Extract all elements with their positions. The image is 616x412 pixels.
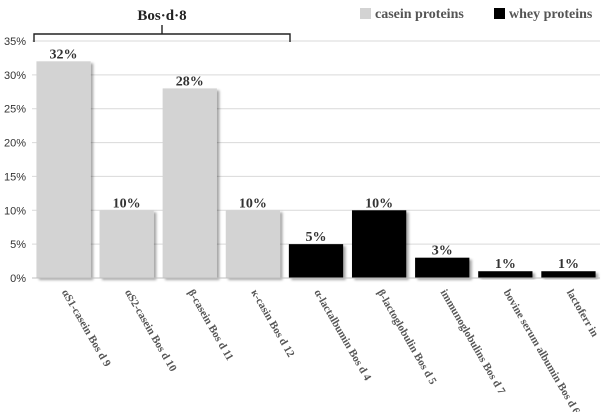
- category-label: αS2-casein Bos d 10: [122, 288, 179, 375]
- data-label: 28%: [176, 74, 204, 89]
- x-axis-category-labels: αS1-casein Bos d 9 αS2-casein Bos d 10 β-c…: [59, 288, 601, 412]
- category-label: αS1-casein Bos d 9: [59, 288, 113, 370]
- legend-label-casein: casein proteins: [375, 7, 464, 22]
- bar: [225, 210, 281, 278]
- y-axis-ticks: 0% 5% 10% 15% 20% 25% 30% 35%: [4, 36, 26, 285]
- bar: [288, 244, 344, 278]
- bars: [36, 61, 596, 279]
- legend-label-whey: whey proteins: [509, 7, 593, 22]
- legend: casein proteins whey proteins: [360, 7, 593, 22]
- bar: [351, 210, 407, 278]
- legend-swatch-casein: [360, 8, 371, 19]
- data-label: 10%: [239, 196, 267, 211]
- category-label: κ-casin Bos d 12: [248, 288, 297, 360]
- category-label: β-lactoglobulin Bos d 5: [375, 288, 439, 388]
- y-tick-label: 30%: [4, 70, 26, 82]
- category-label: bovine serum albumin Bos d 6: [501, 288, 583, 412]
- legend-item-casein: casein proteins: [360, 7, 464, 22]
- data-label: 10%: [365, 196, 393, 211]
- bar: [415, 257, 470, 278]
- casein-bracket: Bos·d·8: [33, 8, 291, 42]
- category-label: β-casein Bos d 11: [185, 288, 235, 363]
- y-tick-label: 25%: [4, 104, 26, 116]
- bar: [36, 61, 91, 278]
- data-label: 1%: [558, 257, 579, 272]
- y-tick-label: 35%: [4, 36, 26, 48]
- category-label: lactoferr in: [564, 288, 601, 340]
- bar: [541, 271, 596, 278]
- bar: [478, 271, 533, 278]
- data-label: 1%: [495, 257, 516, 272]
- category-label: immunoglobulins Bos d 7: [438, 288, 508, 397]
- data-label: 10%: [113, 196, 141, 211]
- bracket-label: Bos·d·8: [137, 8, 186, 24]
- legend-item-whey: whey proteins: [494, 7, 593, 22]
- y-tick-label: 15%: [4, 171, 26, 183]
- y-tick-label: 5%: [10, 239, 26, 251]
- y-tick-label: 20%: [4, 138, 26, 150]
- category-label: α-lactalbumin Bos d 4: [311, 288, 373, 384]
- bar: [162, 88, 217, 279]
- data-label: 32%: [50, 47, 78, 62]
- legend-swatch-whey: [494, 8, 505, 19]
- y-tick-label: 0%: [10, 273, 26, 285]
- data-label: 5%: [306, 230, 327, 245]
- bar: [99, 210, 154, 278]
- y-tick-label: 10%: [4, 205, 26, 217]
- data-label: 3%: [432, 244, 453, 259]
- data-labels: 32% 10% 28% 10% 5% 10% 3% 1% 1%: [50, 47, 579, 272]
